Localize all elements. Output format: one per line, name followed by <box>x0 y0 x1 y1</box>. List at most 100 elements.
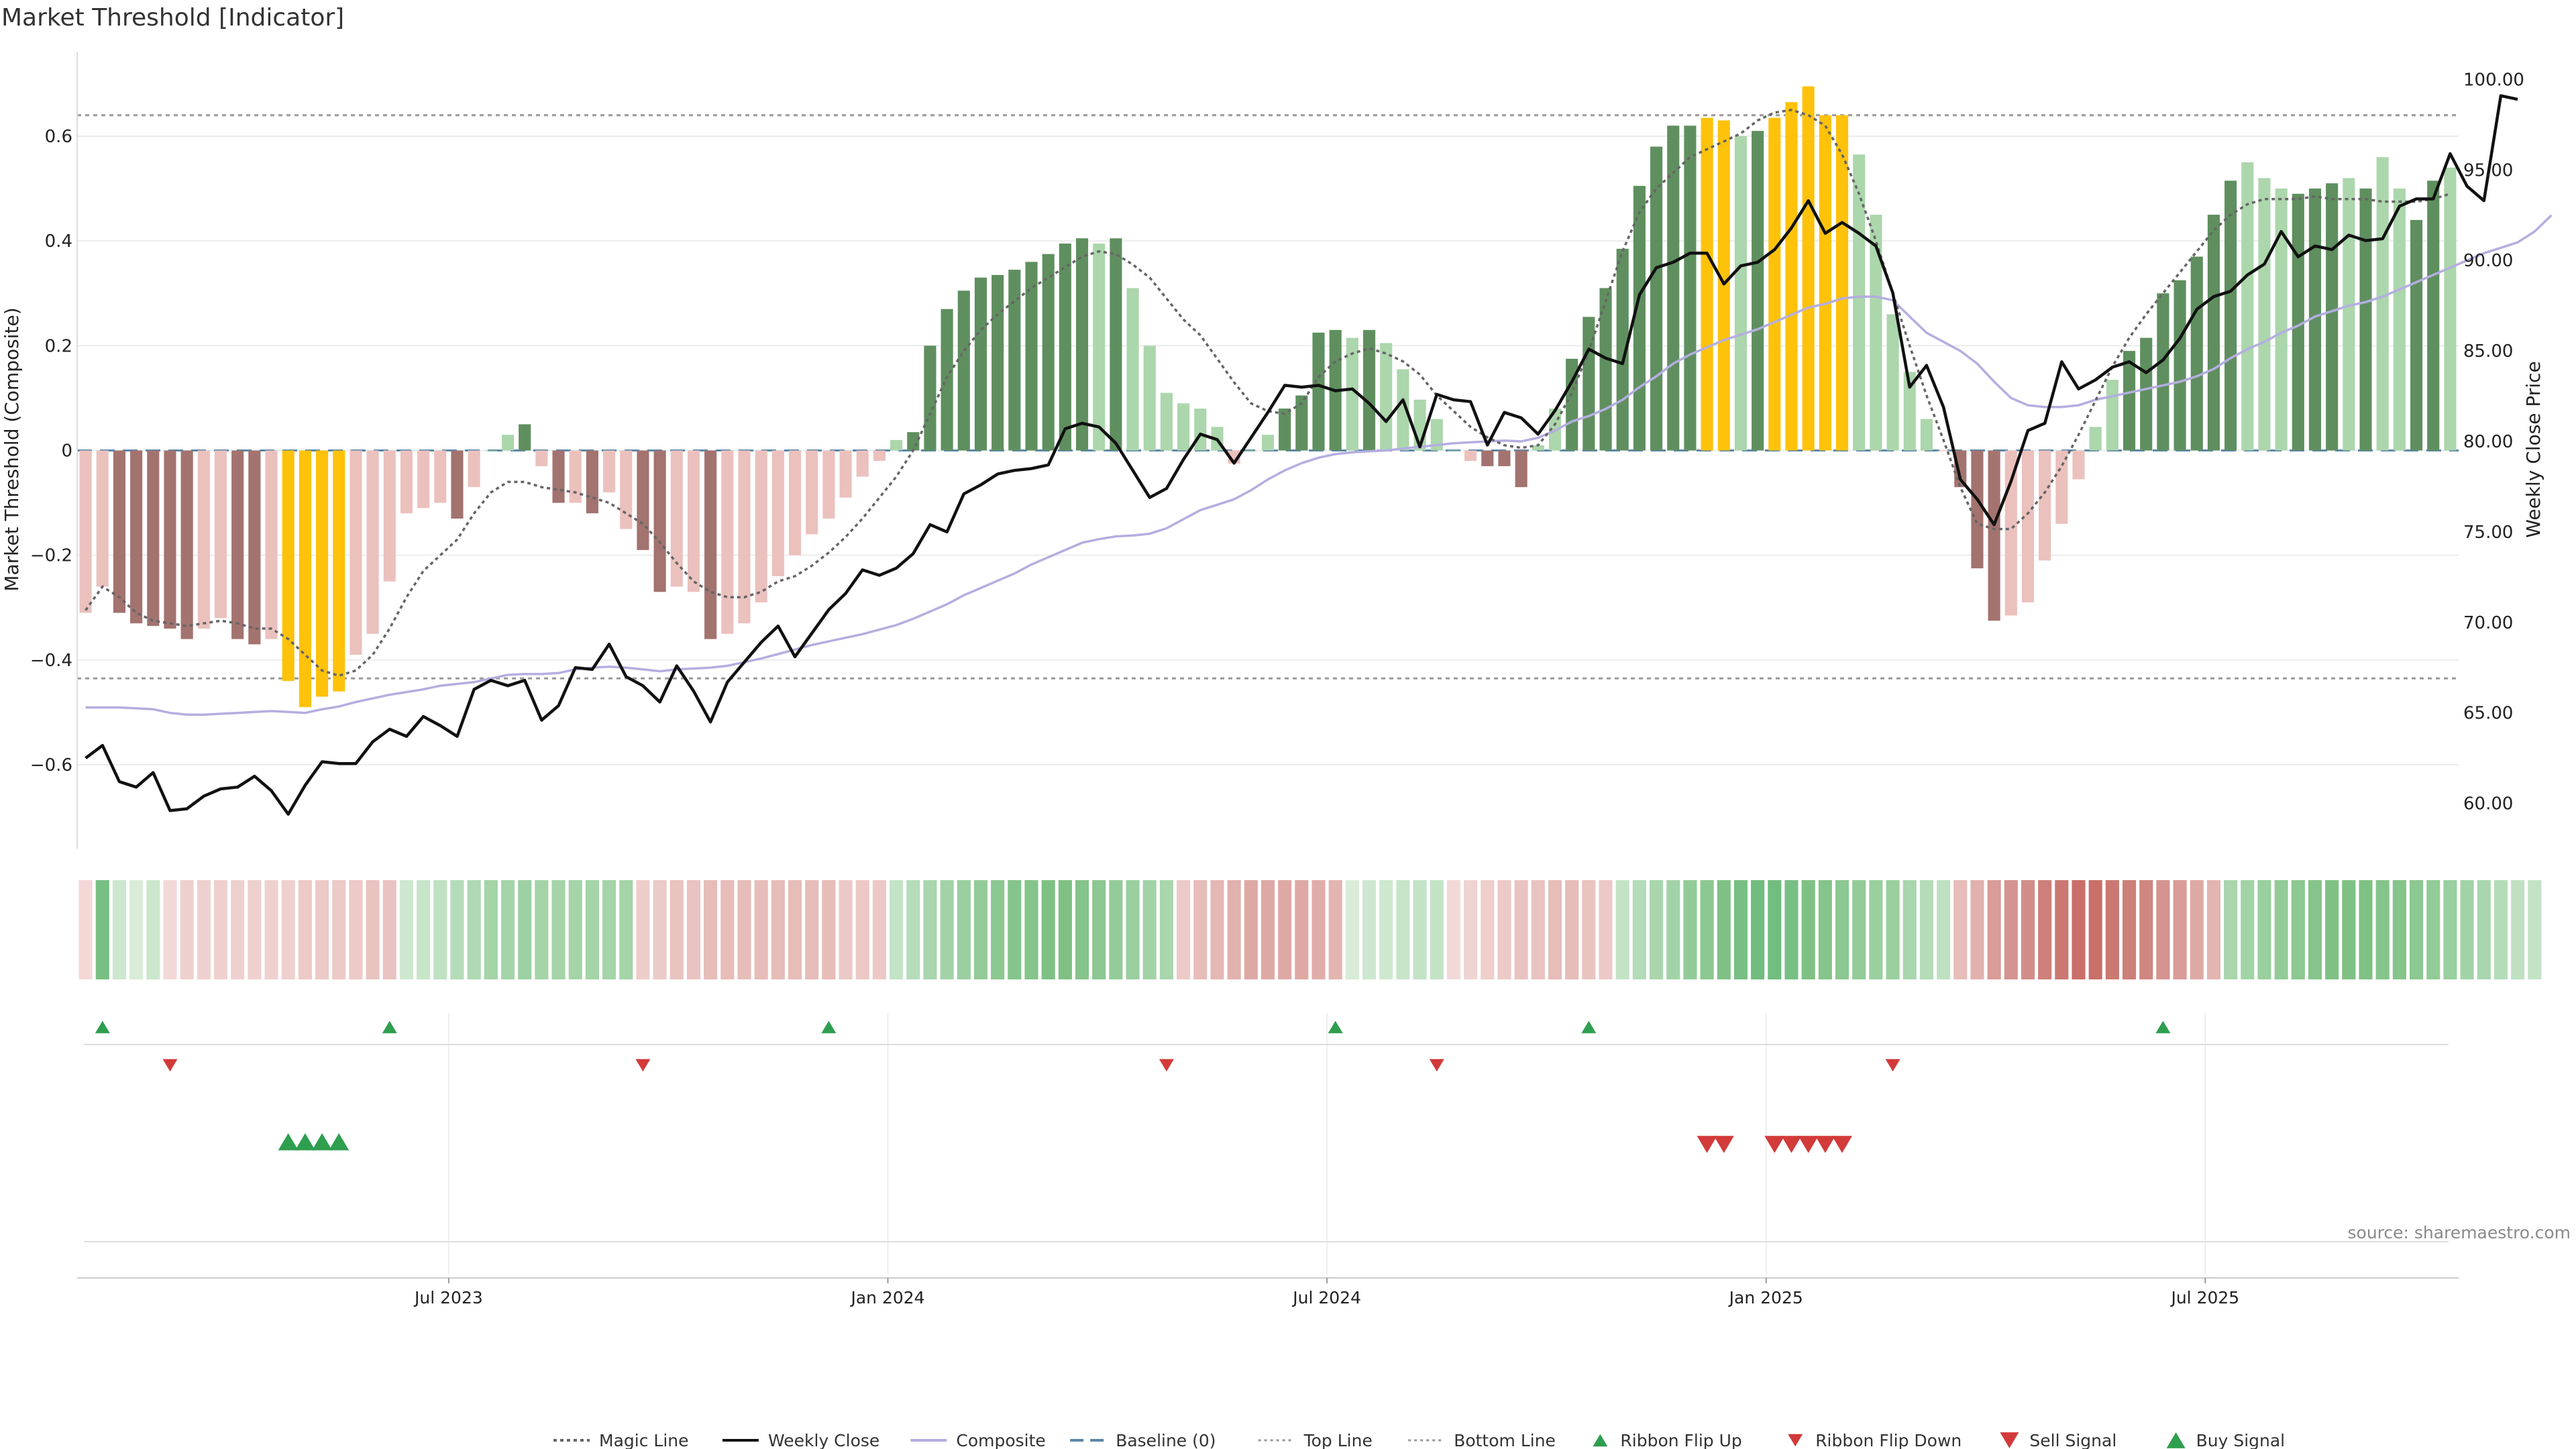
ribbon-cell <box>1142 880 1157 979</box>
ribbon-cell <box>1970 880 1984 979</box>
composite-bar <box>957 290 970 451</box>
signal-panels <box>84 1013 2449 1275</box>
sell-signal-marker <box>1781 1136 1802 1153</box>
composite-bar <box>1988 450 2000 621</box>
composite-bar <box>468 450 480 488</box>
ribbon-cell <box>2325 880 2339 979</box>
composite-bar <box>603 450 616 492</box>
composite-bar <box>1194 409 1207 451</box>
ribbon-cell <box>315 880 329 979</box>
legend-label: Bottom Line <box>1454 1431 1556 1449</box>
composite-bar <box>2055 450 2068 524</box>
composite-bar <box>2174 280 2186 451</box>
composite-bar <box>1650 146 1663 451</box>
legend-swatch <box>1593 1434 1608 1447</box>
composite-bar <box>2021 450 2035 602</box>
ribbon-cell <box>1295 880 1309 979</box>
ribbon-cell <box>535 880 549 979</box>
composite-bar <box>941 309 953 451</box>
composite-bar <box>1279 409 1291 451</box>
y-tick-label-right: 60.00 <box>2463 794 2513 814</box>
composite-bar <box>2258 178 2271 451</box>
composite-bar <box>755 450 767 602</box>
ribbon-cell <box>2409 880 2424 979</box>
ribbon-cell <box>2528 880 2542 979</box>
series-lines <box>85 94 2553 816</box>
ribbon-cell <box>686 880 701 979</box>
ribbon-flip-down-marker <box>635 1059 651 1072</box>
composite-bar <box>839 450 852 498</box>
ribbon-cell <box>1700 880 1714 979</box>
x-axis: Jul 2023 Jan 2024 Jul 2024 Jan 2025 Jul 2025 <box>77 1277 2459 1307</box>
ribbon-cell <box>1075 880 1089 979</box>
ribbon-cell <box>585 880 599 979</box>
composite-bar <box>1853 154 1866 451</box>
ribbon-cell <box>1953 880 1968 979</box>
ribbon-cell <box>1784 880 1799 979</box>
ribbon-cell <box>1481 880 1495 979</box>
y-tick-label-left: −0.4 <box>30 651 72 671</box>
composite-bar <box>2072 450 2085 480</box>
legend-label: Sell Signal <box>2029 1431 2116 1449</box>
ribbon-cell <box>737 880 751 979</box>
composite-bar <box>2343 178 2355 451</box>
composite-bar <box>687 450 700 592</box>
composite-bar <box>1734 136 1748 451</box>
ribbon-cell <box>1446 880 1461 979</box>
composite-bar <box>231 450 244 639</box>
composite-line <box>85 214 2553 716</box>
ribbon-cell <box>1599 880 1613 979</box>
ribbon-cell <box>78 880 93 979</box>
composite-bar <box>366 450 379 634</box>
ribbon-cell <box>805 880 819 979</box>
magic-line <box>85 109 2451 678</box>
composite-bar <box>569 450 582 503</box>
ribbon-cell <box>1531 880 1545 979</box>
composite-bar <box>2106 380 2118 451</box>
ribbon-cell <box>1227 880 1241 979</box>
x-tick-label: Jul 2025 <box>2169 1288 2239 1307</box>
legend-label: Buy Signal <box>2196 1431 2286 1449</box>
ribbon-cell <box>1126 880 1140 979</box>
sell-signal-marker <box>1832 1136 1852 1153</box>
ribbon-cell <box>1548 880 1562 979</box>
ribbon-cell <box>1582 880 1596 979</box>
composite-bar <box>1160 392 1173 451</box>
ribbon-cell <box>1818 880 1832 979</box>
composite-bar <box>1768 117 1781 451</box>
ribbon-cell <box>923 880 937 979</box>
ribbon-cell <box>1193 880 1208 979</box>
ribbon-cell <box>2493 880 2508 979</box>
composite-bar <box>1920 419 1933 451</box>
ribbon-cell <box>1615 880 1629 979</box>
composite-bar <box>79 450 92 613</box>
composite-bar <box>535 450 548 466</box>
ribbon-cell <box>2224 880 2238 979</box>
composite-bar <box>147 450 160 627</box>
composite-bar <box>2292 193 2304 451</box>
ribbon-cell <box>180 880 194 979</box>
composite-bar <box>1802 86 1815 451</box>
composite-bar <box>1481 450 1494 466</box>
y-tick-label-right: 85.00 <box>2463 341 2513 362</box>
composite-bar <box>637 450 649 550</box>
y-tick-label-left: 0.6 <box>45 127 72 147</box>
composite-bar <box>1752 131 1764 451</box>
composite-bar <box>873 450 885 462</box>
composite-bar <box>2004 450 2017 616</box>
ribbon-cell <box>1902 880 1917 979</box>
x-tick-label: Jan 2025 <box>1728 1288 1803 1307</box>
ribbon-cell <box>1362 880 1377 979</box>
composite-bar <box>1126 288 1139 451</box>
composite-bar <box>1397 369 1409 451</box>
composite-bar <box>282 450 294 682</box>
ribbon-cell <box>2426 880 2440 979</box>
ribbon-cell <box>1666 880 1680 979</box>
composite-bar <box>822 450 835 519</box>
composite-bar <box>501 435 515 451</box>
ribbon-cell <box>2308 880 2322 979</box>
ribbon-flip-up-marker <box>1328 1020 1343 1034</box>
ribbon-cell <box>2342 880 2356 979</box>
composite-bar <box>1532 445 1544 451</box>
